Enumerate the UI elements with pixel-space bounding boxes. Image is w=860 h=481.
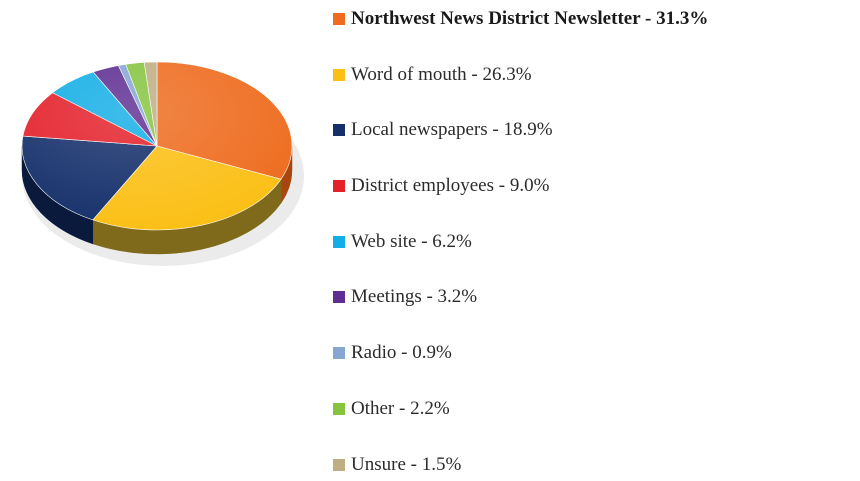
legend-swatch — [333, 347, 345, 360]
legend-label: Word of mouth - 26.3% — [351, 63, 532, 85]
legend-item: Meetings - 3.2% — [333, 286, 708, 308]
legend-swatch — [333, 68, 345, 81]
legend-label: Meetings - 3.2% — [351, 286, 478, 308]
legend-label: Local newspapers - 18.9% — [351, 119, 553, 141]
legend-item: Word of mouth - 26.3% — [333, 64, 708, 86]
legend-swatch — [333, 124, 345, 137]
legend-label: Northwest News District Newsletter - 31.… — [351, 8, 709, 29]
pie-plot — [21, 61, 304, 266]
legend-swatch — [333, 458, 345, 471]
legend-swatch — [333, 402, 345, 415]
legend-item: Local newspapers - 18.9% — [333, 119, 708, 141]
legend-item: Unsure - 1.5% — [333, 454, 708, 476]
legend-swatch — [333, 291, 345, 304]
legend-item: Web site - 6.2% — [333, 231, 708, 253]
pie-gloss — [22, 62, 292, 230]
legend-label: Radio - 0.9% — [351, 342, 452, 364]
legend-item: Other - 2.2% — [333, 398, 708, 420]
legend-item: Northwest News District Newsletter - 31.… — [333, 8, 708, 30]
legend: Northwest News District Newsletter - 31.… — [333, 8, 708, 476]
legend-swatch — [333, 13, 345, 25]
legend-swatch — [333, 235, 345, 248]
legend-swatch — [333, 180, 345, 193]
legend-label: Unsure - 1.5% — [351, 453, 462, 475]
legend-item: District employees - 9.0% — [333, 175, 708, 197]
legend-item: Radio - 0.9% — [333, 342, 708, 364]
legend-label: District employees - 9.0% — [351, 175, 550, 197]
legend-label: Other - 2.2% — [351, 397, 450, 419]
legend-label: Web site - 6.2% — [351, 230, 472, 252]
